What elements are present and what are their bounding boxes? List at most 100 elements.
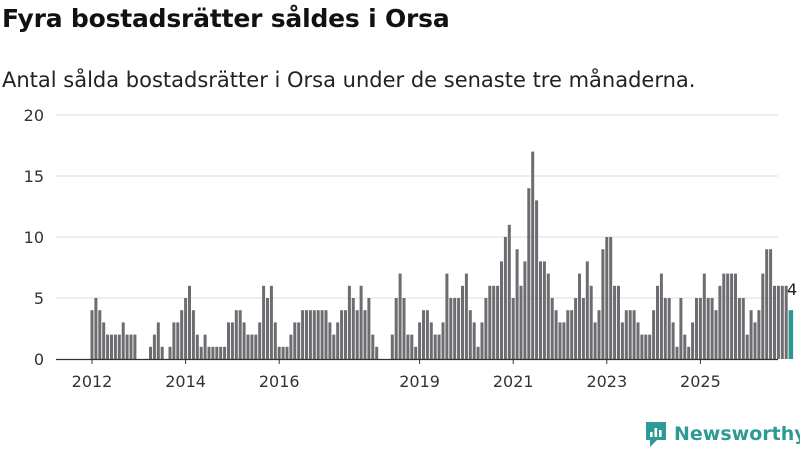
bar bbox=[468, 310, 472, 359]
bar bbox=[640, 334, 644, 359]
bar bbox=[679, 298, 683, 359]
bar bbox=[632, 310, 636, 359]
y-tick-label: 20 bbox=[24, 106, 44, 125]
bar bbox=[613, 285, 617, 359]
bar bbox=[223, 346, 227, 359]
bar bbox=[293, 322, 297, 359]
bar bbox=[246, 334, 250, 359]
bar bbox=[129, 334, 133, 359]
bar bbox=[406, 334, 410, 359]
newsworthy-brand[interactable]: Newsworthy bbox=[644, 420, 800, 448]
bar bbox=[355, 310, 359, 359]
bar bbox=[180, 310, 184, 359]
bar bbox=[726, 273, 730, 359]
bar bbox=[152, 334, 156, 359]
bar bbox=[675, 346, 679, 359]
bar bbox=[176, 322, 180, 359]
x-tick-label: 2016 bbox=[259, 372, 300, 391]
bar bbox=[398, 273, 402, 359]
bar bbox=[659, 273, 663, 359]
bar bbox=[347, 285, 351, 359]
y-tick-label: 5 bbox=[34, 289, 44, 308]
bar bbox=[527, 188, 531, 359]
bar bbox=[195, 334, 199, 359]
x-tick-label: 2021 bbox=[493, 372, 534, 391]
bar bbox=[410, 334, 414, 359]
bar bbox=[542, 261, 546, 359]
bar bbox=[168, 346, 172, 359]
bar bbox=[457, 298, 461, 359]
bar bbox=[113, 334, 117, 359]
bar bbox=[297, 322, 301, 359]
bar bbox=[207, 346, 211, 359]
bar bbox=[780, 285, 784, 359]
bar bbox=[488, 285, 492, 359]
bar bbox=[722, 273, 726, 359]
bar bbox=[695, 298, 698, 359]
bar bbox=[90, 310, 94, 359]
bar bbox=[702, 273, 706, 359]
bar bbox=[593, 322, 597, 359]
bar bbox=[453, 298, 457, 359]
bar bbox=[578, 273, 581, 359]
bar bbox=[667, 298, 671, 359]
bar bbox=[620, 322, 624, 359]
bar bbox=[363, 310, 367, 359]
bar bbox=[687, 346, 691, 359]
bar bbox=[344, 310, 347, 359]
bar bbox=[262, 285, 266, 359]
bar bbox=[691, 322, 695, 359]
bar bbox=[589, 285, 593, 359]
newsworthy-logo-icon bbox=[646, 422, 666, 447]
bar bbox=[273, 322, 277, 359]
bar bbox=[656, 285, 659, 359]
y-tick-label: 10 bbox=[24, 228, 44, 247]
bar bbox=[429, 322, 433, 359]
brand-name: Newsworthy bbox=[674, 423, 800, 445]
bar bbox=[312, 310, 316, 359]
bar bbox=[250, 334, 254, 359]
bar bbox=[367, 298, 371, 359]
bar bbox=[531, 151, 535, 359]
bar bbox=[215, 346, 219, 359]
bar bbox=[184, 298, 188, 359]
bar bbox=[648, 334, 652, 359]
bar bbox=[199, 346, 203, 359]
bar bbox=[511, 298, 515, 359]
bar bbox=[203, 334, 207, 359]
bar bbox=[706, 298, 710, 359]
bar bbox=[730, 273, 734, 359]
data-label-latest: 4 bbox=[787, 280, 797, 299]
bar bbox=[605, 237, 609, 359]
bar bbox=[562, 322, 566, 359]
bar bbox=[156, 322, 160, 359]
bar bbox=[628, 310, 632, 359]
bar bbox=[149, 346, 152, 359]
bar bbox=[324, 310, 328, 359]
bar bbox=[402, 298, 406, 359]
bar bbox=[418, 322, 422, 359]
bar bbox=[609, 237, 613, 359]
bar bbox=[769, 249, 773, 359]
bar bbox=[234, 310, 238, 359]
x-tick-label: 2012 bbox=[72, 372, 113, 391]
bar bbox=[266, 298, 269, 359]
bar bbox=[433, 334, 437, 359]
bar bbox=[480, 322, 484, 359]
bar bbox=[332, 334, 336, 359]
bar bbox=[449, 298, 453, 359]
x-tick-label: 2014 bbox=[165, 372, 206, 391]
bar bbox=[550, 298, 554, 359]
bar bbox=[437, 334, 441, 359]
bar bbox=[445, 273, 449, 359]
bar bbox=[624, 310, 628, 359]
bar bbox=[211, 346, 215, 359]
bar bbox=[371, 334, 375, 359]
bar bbox=[500, 261, 503, 359]
x-tick-label: 2023 bbox=[586, 372, 627, 391]
bar bbox=[441, 322, 445, 359]
bar bbox=[585, 261, 589, 359]
bar bbox=[741, 298, 745, 359]
bar bbox=[394, 298, 398, 359]
y-tick-label: 15 bbox=[24, 167, 44, 186]
